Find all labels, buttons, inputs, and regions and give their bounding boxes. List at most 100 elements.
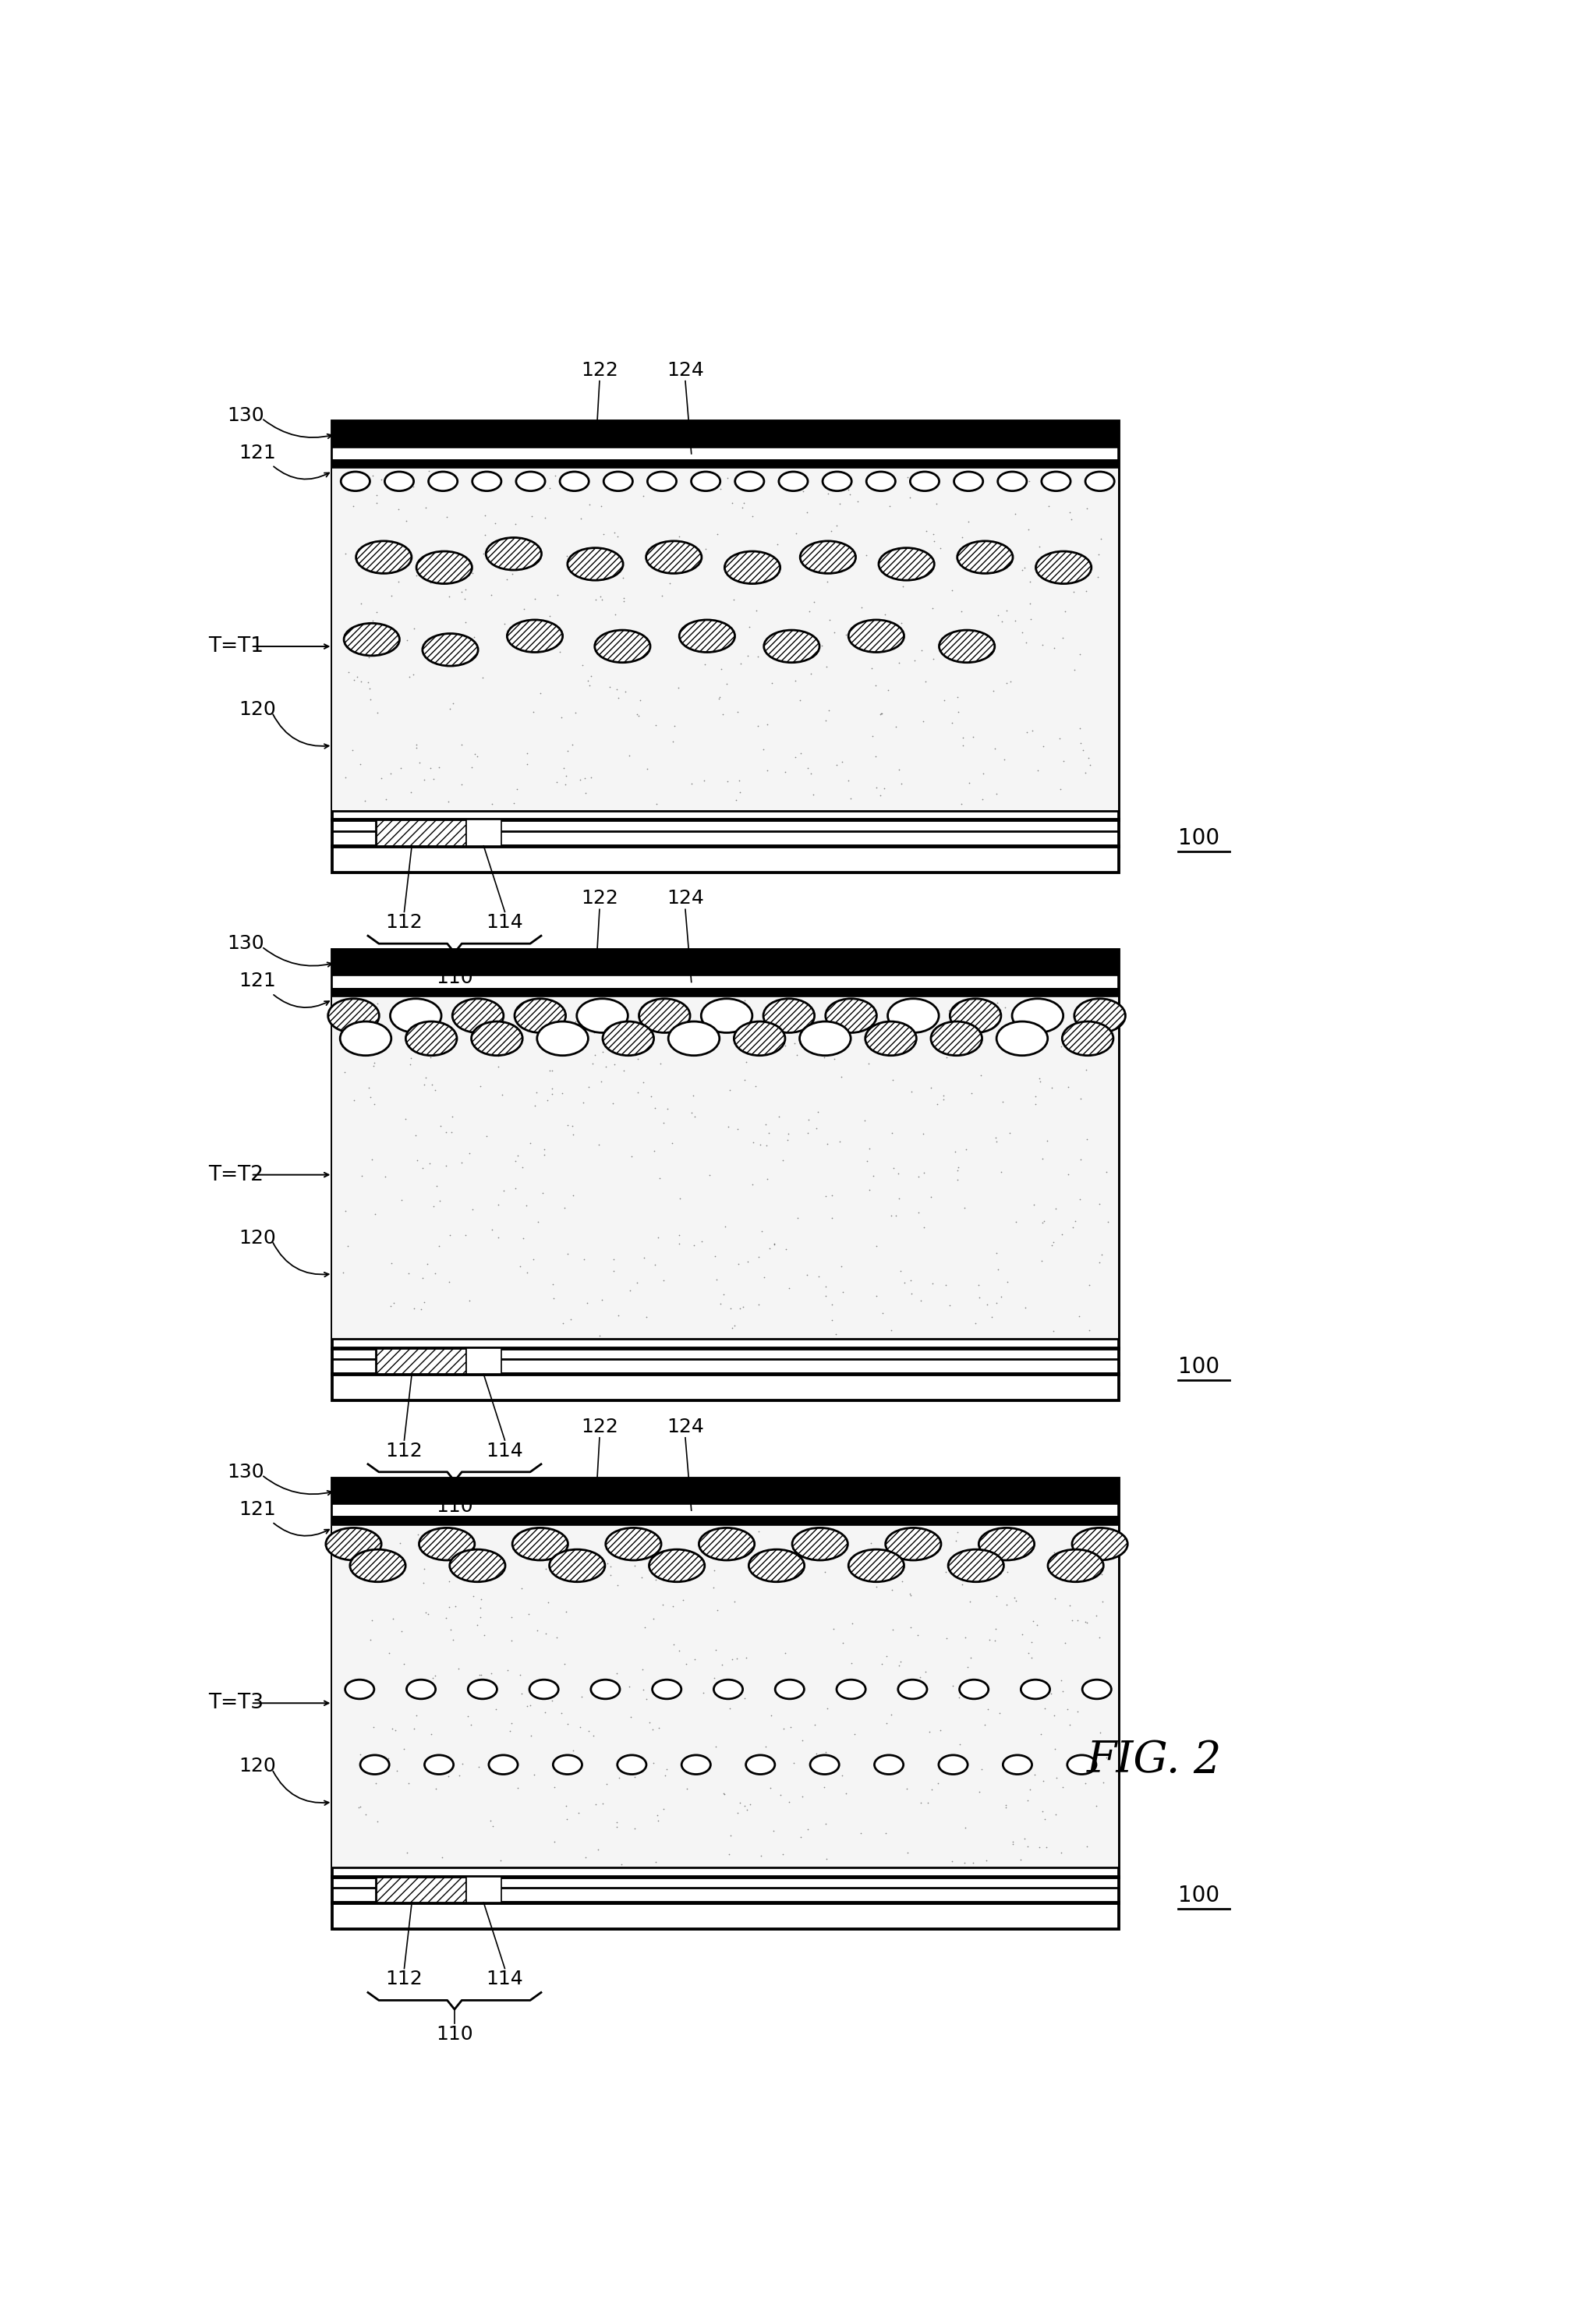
Point <box>776 1116 801 1153</box>
Point <box>573 776 598 813</box>
Point <box>879 1572 905 1609</box>
Point <box>378 1287 404 1324</box>
Point <box>1052 593 1077 630</box>
Point <box>1084 1597 1109 1634</box>
Point <box>397 773 423 810</box>
Point <box>1049 1215 1074 1252</box>
Point <box>970 780 996 817</box>
Point <box>468 1600 493 1637</box>
Point <box>342 1081 367 1118</box>
Point <box>610 560 635 597</box>
Point <box>448 766 474 803</box>
Point <box>967 1278 993 1315</box>
Point <box>549 699 575 736</box>
Point <box>423 1255 448 1292</box>
Point <box>407 743 433 780</box>
Point <box>801 583 827 620</box>
Ellipse shape <box>638 998 689 1032</box>
Point <box>539 1266 565 1303</box>
Point <box>1052 1625 1077 1662</box>
Point <box>485 1037 511 1074</box>
Point <box>334 759 359 796</box>
Point <box>827 1123 852 1160</box>
Ellipse shape <box>1085 472 1114 491</box>
Point <box>796 593 822 630</box>
Ellipse shape <box>680 620 734 653</box>
Point <box>675 1771 701 1808</box>
Point <box>720 484 745 521</box>
Bar <box>332 1868 1117 1928</box>
Point <box>1087 1713 1112 1750</box>
Point <box>913 664 938 701</box>
Point <box>812 1278 838 1315</box>
Ellipse shape <box>691 472 720 491</box>
Point <box>581 1718 606 1755</box>
Point <box>509 1570 535 1607</box>
Point <box>603 597 629 634</box>
Ellipse shape <box>948 1549 1004 1581</box>
Point <box>485 1188 511 1225</box>
Point <box>645 1803 670 1840</box>
Point <box>386 491 412 528</box>
Point <box>1029 1794 1055 1831</box>
Point <box>1033 1829 1058 1866</box>
Point <box>796 1019 822 1056</box>
Point <box>413 1060 439 1097</box>
Point <box>733 1639 758 1676</box>
Point <box>605 1655 630 1692</box>
Point <box>962 1303 988 1340</box>
Point <box>827 537 852 574</box>
Point <box>567 762 592 799</box>
Point <box>514 745 539 782</box>
Point <box>855 1046 881 1083</box>
Point <box>605 678 630 715</box>
Point <box>999 1748 1025 1785</box>
Point <box>479 1655 504 1692</box>
Text: 112: 112 <box>386 1970 423 1989</box>
Point <box>729 488 755 526</box>
Point <box>768 1776 793 1813</box>
Point <box>913 512 938 549</box>
Point <box>1076 1266 1101 1303</box>
Point <box>1047 771 1073 808</box>
Ellipse shape <box>998 472 1026 491</box>
Point <box>519 498 544 535</box>
Point <box>1009 1840 1034 1877</box>
Point <box>359 1602 385 1639</box>
Point <box>423 1000 448 1037</box>
Point <box>838 780 863 817</box>
Point <box>686 609 712 646</box>
Point <box>731 1063 757 1100</box>
Point <box>362 1197 388 1234</box>
Point <box>945 1151 970 1188</box>
Point <box>1073 1764 1098 1801</box>
Text: 114: 114 <box>487 912 523 933</box>
Point <box>899 1262 924 1299</box>
Point <box>410 1259 436 1296</box>
Ellipse shape <box>595 630 650 662</box>
Point <box>447 1757 472 1794</box>
Point <box>1076 741 1101 778</box>
Point <box>506 1137 531 1174</box>
Point <box>726 773 752 810</box>
Point <box>924 995 950 1032</box>
Point <box>886 750 911 787</box>
Text: 110: 110 <box>436 1498 472 1516</box>
Point <box>689 998 715 1035</box>
Point <box>739 1544 764 1581</box>
Point <box>702 1727 728 1764</box>
Text: 110: 110 <box>436 2026 472 2044</box>
Point <box>562 465 587 502</box>
Ellipse shape <box>954 472 983 491</box>
Point <box>1012 1820 1037 1857</box>
Point <box>605 1567 630 1604</box>
Point <box>605 1803 630 1840</box>
Ellipse shape <box>603 472 632 491</box>
Point <box>728 646 753 683</box>
Point <box>1049 1028 1074 1065</box>
Point <box>1057 1706 1082 1743</box>
Point <box>819 1285 844 1322</box>
Point <box>852 1102 878 1139</box>
Point <box>1095 1526 1120 1563</box>
Point <box>921 523 946 560</box>
